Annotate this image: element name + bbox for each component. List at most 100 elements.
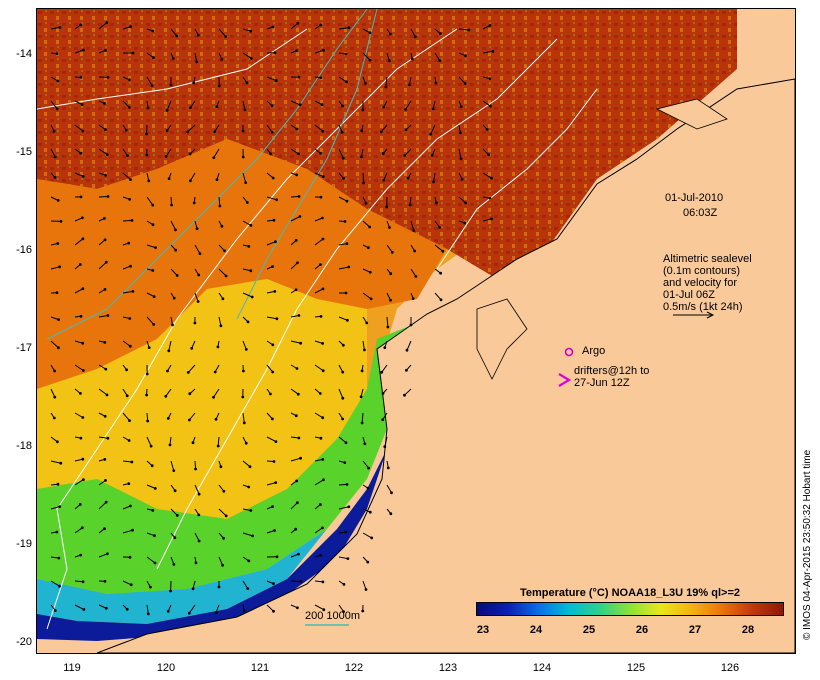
velocity-arrow-head — [321, 458, 325, 461]
velocity-arrow-head — [298, 215, 302, 218]
velocity-arrow-head — [319, 76, 323, 79]
velocity-arrow-head — [319, 436, 323, 440]
velocity-arrow-head — [345, 483, 349, 486]
velocity-arrow-head — [190, 346, 194, 350]
velocity-arrow-head — [79, 76, 83, 79]
velocity-arrow-head — [173, 536, 177, 540]
velocity-arrow — [170, 268, 178, 276]
velocity-arrow-head — [294, 527, 298, 531]
velocity-arrow-head — [296, 606, 299, 610]
lat-tick: -17 — [16, 342, 32, 354]
velocity-arrow-head — [321, 526, 324, 530]
velocity-arrow — [74, 604, 85, 610]
velocity-arrow-head — [79, 436, 83, 440]
velocity-arrow-head — [213, 130, 217, 134]
velocity-arrow-head — [145, 393, 148, 397]
velocity-arrow-head — [368, 31, 372, 35]
velocity-arrow-head — [296, 392, 300, 396]
velocity-arrow-head — [389, 512, 393, 516]
lat-tick: -15 — [16, 146, 32, 158]
velocity-arrow-head — [322, 608, 326, 612]
velocity-arrow — [405, 100, 412, 110]
velocity-arrow-head — [297, 75, 301, 79]
velocity-arrow-head — [345, 199, 349, 203]
velocity-arrow — [242, 172, 247, 183]
velocity-arrow-head — [341, 370, 345, 374]
velocity-arrow-head — [389, 32, 392, 36]
velocity-arrow-head — [362, 181, 366, 185]
velocity-arrow — [146, 316, 155, 325]
velocity-arrow-head — [219, 324, 223, 328]
velocity-arrow-head — [270, 104, 274, 108]
argo-marker — [564, 347, 574, 357]
velocity-arrow — [98, 261, 107, 270]
velocity-arrow — [218, 508, 227, 517]
velocity-arrow-head — [249, 224, 253, 227]
velocity-arrow-head — [221, 563, 225, 567]
velocity-arrow-head — [379, 130, 383, 134]
velocity-arrow-head — [343, 220, 347, 223]
velocity-arrow-head — [78, 263, 82, 266]
velocity-arrow-head — [152, 56, 155, 60]
velocity-arrow-head — [271, 417, 274, 421]
velocity-arrow-head — [244, 181, 248, 185]
velocity-arrow-head — [431, 107, 435, 111]
velocity-arrow-head — [342, 177, 345, 180]
velocity-arrow — [434, 292, 442, 301]
velocity-arrow — [146, 556, 156, 564]
velocity-arrow-head — [244, 441, 248, 445]
velocity-arrow-head — [387, 59, 391, 63]
velocity-arrow — [50, 26, 60, 30]
velocity-arrow — [170, 460, 175, 471]
land-mass — [96, 78, 795, 653]
velocity-arrow-head — [464, 54, 467, 58]
velocity-arrow-head — [368, 270, 372, 274]
velocity-arrow — [50, 460, 61, 464]
velocity-arrow — [74, 49, 84, 54]
velocity-arrow — [290, 502, 298, 510]
velocity-arrow-head — [58, 265, 62, 269]
velocity-arrow-head — [147, 179, 151, 183]
velocity-arrow-head — [171, 323, 174, 327]
velocity-arrow-head — [104, 173, 107, 177]
velocity-arrow-head — [295, 479, 299, 483]
velocity-arrow — [50, 340, 59, 349]
velocity-arrow-head — [146, 106, 150, 110]
velocity-arrow-head — [295, 173, 299, 177]
velocity-arrow — [458, 196, 467, 204]
velocity-arrow-head — [245, 201, 249, 204]
velocity-arrow — [242, 460, 251, 468]
velocity-arrow-head — [248, 465, 252, 469]
velocity-arrow-head — [459, 105, 463, 108]
velocity-arrow — [194, 484, 200, 495]
velocity-arrow-head — [103, 414, 107, 418]
velocity-arrow-head — [380, 370, 384, 374]
drifter-marker — [558, 373, 572, 387]
velocity-arrow-head — [104, 367, 108, 371]
velocity-arrow-head — [166, 369, 169, 373]
ocean-yellow — [37, 279, 367, 519]
velocity-arrow — [362, 220, 371, 228]
velocity-arrow-head — [368, 510, 372, 514]
velocity-arrow-head — [81, 129, 85, 133]
velocity-arrow-head — [56, 482, 60, 486]
velocity-arrow — [338, 27, 349, 30]
velocity-arrow-head — [369, 297, 373, 301]
velocity-arrow — [380, 124, 388, 133]
velocity-arrow — [166, 100, 172, 111]
velocity-arrow-head — [151, 269, 155, 272]
velocity-arrow-head — [103, 341, 107, 344]
lon-tick: 120 — [156, 662, 176, 674]
velocity-arrow-head — [244, 348, 248, 351]
velocity-arrow-head — [344, 52, 348, 56]
velocity-arrow-head — [103, 458, 107, 461]
velocity-arrow — [338, 266, 349, 270]
velocity-arrow-head — [166, 417, 170, 420]
velocity-arrow — [122, 172, 131, 180]
velocity-arrow-head — [192, 81, 196, 85]
velocity-arrow — [410, 220, 415, 231]
velocity-arrow-head — [79, 553, 83, 557]
velocity-arrow-head — [57, 346, 60, 350]
velocity-arrow — [434, 52, 441, 61]
velocity-arrow — [50, 148, 56, 158]
